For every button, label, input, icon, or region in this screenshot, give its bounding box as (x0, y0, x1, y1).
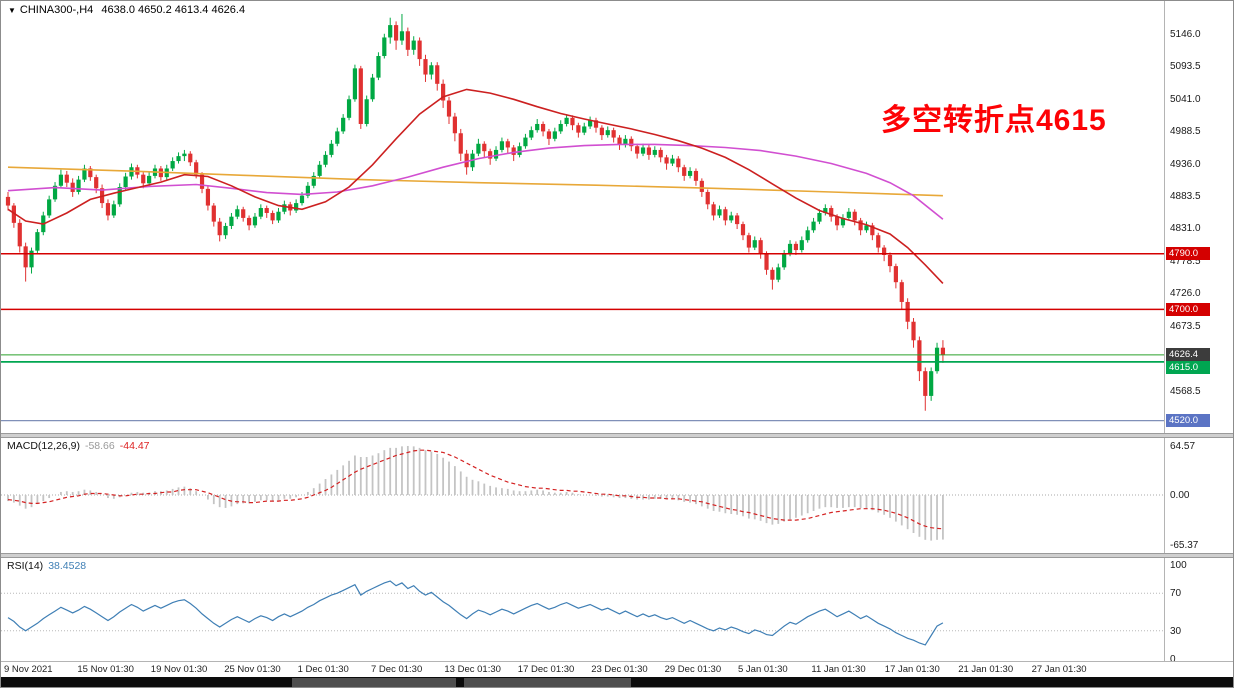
price-axis-label: 5093.5 (1170, 61, 1201, 73)
price-tag: 4615.0 (1166, 361, 1210, 375)
ma-mid-magenta (7, 143, 944, 220)
time-axis-label: 7 Dec 01:30 (371, 664, 423, 675)
panel-separator[interactable] (1, 433, 1233, 438)
time-axis-label: 23 Dec 01:30 (591, 664, 648, 675)
macd-axis[interactable]: 64.57 0.00 -65.37 (1164, 438, 1233, 553)
candles-layer (5, 13, 946, 411)
macd-chart-canvas[interactable] (1, 438, 1164, 553)
time-axis-label: 29 Dec 01:30 (664, 664, 722, 675)
rsi-chart-canvas[interactable] (1, 558, 1164, 661)
price-axis-label: 4568.5 (1170, 385, 1201, 397)
ma-long-orange (7, 166, 943, 197)
time-axis-label: 13 Dec 01:30 (444, 664, 501, 675)
time-axis-label: 1 Dec 01:30 (297, 664, 349, 675)
price-axis-label: 4988.5 (1170, 126, 1201, 138)
rsi-axis-label: 30 (1170, 625, 1182, 637)
price-axis[interactable]: 5146.0 5093.5 5041.0 4988.5 4936.0 4883.5 4831… (1164, 1, 1233, 433)
rsi-axis-label: 100 (1170, 560, 1187, 571)
price-axis-label: 4936.0 (1170, 158, 1201, 170)
rsi-axis-label: 70 (1170, 588, 1182, 600)
chart-symbol-label: CHINA300-,H4 (19, 4, 94, 16)
rsi-axis-label: 0 (1170, 654, 1176, 665)
price-tag: 4520.0 (1166, 414, 1210, 428)
time-axis-label: 19 Nov 01:30 (150, 664, 208, 675)
ma-fast-red (7, 88, 944, 284)
time-axis-label: 17 Jan 01:30 (884, 664, 940, 675)
annotation-text[interactable]: 多空转折点4615 (881, 104, 1107, 137)
time-axis-label: 27 Jan 01:30 (1031, 664, 1087, 675)
taskbar-item[interactable] (464, 678, 631, 687)
macd-axis-label: 0.00 (1170, 490, 1190, 501)
macd-value-signal: -44.47 (119, 440, 150, 452)
panel-separator[interactable] (1, 553, 1233, 558)
time-axis-label: 21 Jan 01:30 (958, 664, 1014, 675)
macd-signal-line (7, 449, 943, 530)
chart-title: ▼ CHINA300-,H4 4638.0 4650.2 4613.4 4626.… (8, 4, 245, 16)
taskbar-item[interactable] (292, 678, 456, 687)
price-tag: 4790.0 (1166, 247, 1210, 261)
time-axis-label: 11 Jan 01:30 (811, 664, 866, 675)
time-axis-label: 5 Jan 01:30 (738, 664, 788, 675)
time-axis-label: 9 Nov 2021 (4, 664, 53, 675)
price-tag: 4700.0 (1166, 302, 1210, 316)
rsi-line (7, 580, 944, 646)
taskbar (1, 677, 1233, 687)
symbol-dropdown-icon[interactable]: ▼ (8, 6, 16, 15)
rsi-label: RSI(14) 38.4528 (7, 560, 86, 572)
macd-axis-label: -65.37 (1170, 539, 1199, 551)
price-axis-label: 4831.0 (1170, 223, 1201, 235)
macd-label: MACD(12,26,9) -58.66 -44.47 (7, 440, 150, 452)
chart-ohlc-values: 4638.0 4650.2 4613.4 4626.4 (101, 4, 246, 16)
price-axis-label: 4778.5 (1170, 255, 1201, 267)
macd-name: MACD(12,26,9) (7, 440, 80, 452)
macd-axis-label: 64.57 (1170, 440, 1196, 452)
rsi-axis[interactable]: 100 70 30 0 (1164, 558, 1233, 665)
main-chart-canvas[interactable] (1, 1, 1164, 433)
price-axis-label: 4883.5 (1170, 190, 1201, 202)
rsi-value: 38.4528 (48, 560, 87, 572)
price-axis-label: 4673.5 (1170, 320, 1201, 332)
price-axis-label: 5041.0 (1170, 93, 1201, 105)
macd-value-main: -58.66 (84, 440, 115, 452)
price-axis-label: 5146.0 (1170, 28, 1201, 40)
time-axis[interactable]: 9 Nov 2021 15 Nov 01:30 19 Nov 01:30 25 Nov… (1, 661, 1233, 677)
time-axis-label: 15 Nov 01:30 (77, 664, 134, 675)
price-axis-label: 4726.0 (1170, 288, 1201, 300)
time-axis-label: 25 Nov 01:30 (224, 664, 281, 675)
rsi-name: RSI(14) (7, 560, 44, 572)
time-axis-label: 17 Dec 01:30 (517, 664, 575, 675)
price-tag: 4626.4 (1166, 348, 1210, 362)
